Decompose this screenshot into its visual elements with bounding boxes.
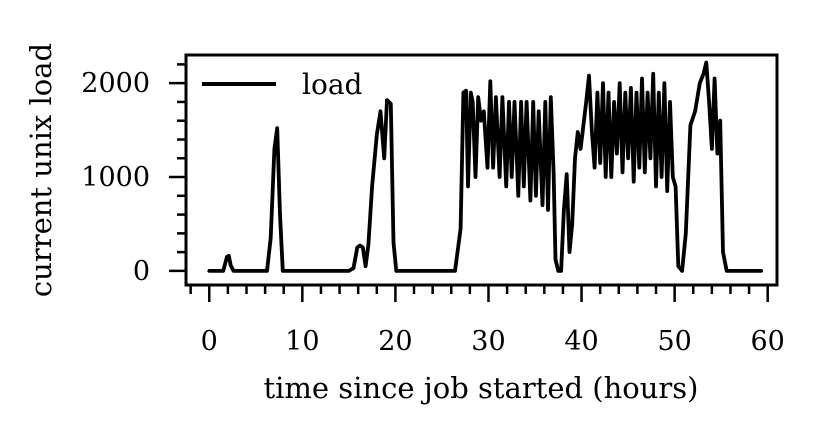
x-axis-label: time since job started (hours) bbox=[264, 371, 699, 405]
y-axis-label: current unix load bbox=[24, 43, 58, 297]
legend: load bbox=[202, 68, 363, 101]
x-tick-label: 60 bbox=[751, 326, 785, 357]
y-tick-label: 0 bbox=[133, 256, 150, 287]
series-line-load bbox=[207, 60, 764, 273]
y-tick-label: 2000 bbox=[81, 68, 150, 99]
y-tick-label: 1000 bbox=[81, 162, 150, 193]
x-axis: 0 10 20 30 40 50 60 bbox=[189, 285, 785, 357]
x-tick-label: 40 bbox=[564, 326, 598, 357]
x-tick-label: 50 bbox=[657, 326, 691, 357]
y-axis: 0 1000 2000 bbox=[81, 63, 186, 287]
x-tick-label: 30 bbox=[471, 326, 505, 357]
x-tick-label: 0 bbox=[201, 326, 218, 357]
legend-label-load: load bbox=[302, 68, 363, 101]
plot-frame bbox=[184, 53, 779, 287]
x-tick-label: 10 bbox=[285, 326, 319, 357]
x-tick-label: 20 bbox=[378, 326, 412, 357]
plot-area bbox=[207, 60, 764, 273]
